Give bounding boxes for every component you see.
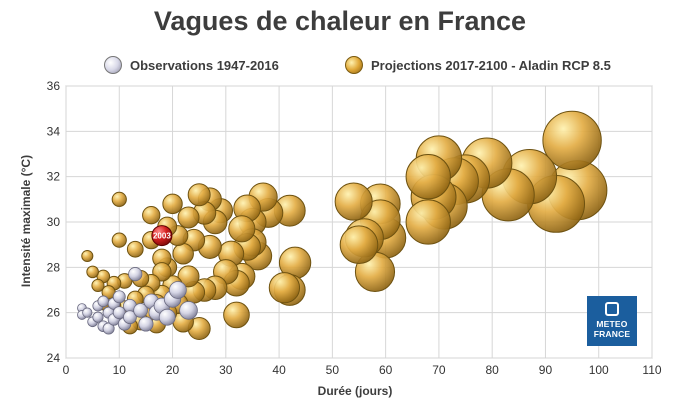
projection-bubble	[228, 215, 256, 243]
observation-bubble	[112, 290, 126, 304]
observation-bubble	[158, 308, 176, 326]
legend-label-projections: Projections 2017-2100 - Aladin RCP 8.5	[371, 57, 611, 73]
y-tick-label: 36	[47, 79, 61, 93]
projection-bubble	[542, 110, 602, 171]
y-tick-label: 30	[47, 215, 61, 229]
chart-title: Vagues de chaleur en France	[153, 6, 527, 36]
logo-mark-icon	[605, 302, 619, 316]
observation-bubble	[128, 267, 143, 282]
meteo-france-logo: METEO FRANCE	[587, 296, 637, 346]
y-tick-label: 28	[47, 260, 61, 274]
observation-bubble	[133, 303, 148, 318]
projection-bubble	[111, 232, 127, 248]
x-tick-label: 40	[272, 363, 286, 377]
x-tick-label: 30	[219, 363, 233, 377]
legend-item-projections: Projections 2017-2100 - Aladin RCP 8.5	[345, 54, 611, 76]
x-tick-label: 90	[539, 363, 553, 377]
x-tick-label: 80	[486, 363, 500, 377]
projection-bubble	[126, 240, 144, 258]
projection-bubble	[405, 199, 451, 245]
y-tick-label: 26	[47, 306, 61, 320]
projection-bubble	[111, 191, 127, 207]
series-observations	[77, 267, 198, 335]
legend-swatch-observations	[104, 56, 122, 74]
observation-bubble	[97, 295, 110, 308]
projection-bubble	[223, 301, 250, 329]
axes: 24 26 28 30 32 34 36 0 10 20 30 40 50 60 70 80 90 100 110	[47, 79, 662, 377]
x-tick-label: 60	[379, 363, 393, 377]
x-tick-label: 100	[589, 363, 609, 377]
observation-bubble	[123, 310, 137, 325]
observation-bubble	[138, 316, 154, 332]
legend-label-observations: Observations 1947-2016	[130, 57, 279, 73]
x-tick-label: 50	[326, 363, 340, 377]
y-tick-label: 32	[47, 170, 61, 184]
projection-bubble	[81, 249, 94, 263]
logo-line-2: FRANCE	[593, 329, 631, 339]
y-tick-label: 24	[47, 351, 61, 365]
projection-bubble	[162, 193, 183, 215]
observation-bubble	[169, 281, 187, 299]
annotations: 2003	[151, 225, 173, 247]
projection-bubble	[405, 153, 451, 200]
projection-bubble	[339, 225, 379, 264]
projection-bubble	[86, 265, 99, 279]
legend-swatch-projections	[345, 56, 363, 74]
projection-bubble	[177, 206, 200, 229]
projection-bubble	[172, 243, 194, 265]
projection-bubble	[268, 272, 301, 304]
x-tick-label: 110	[642, 363, 661, 377]
observation-bubble	[92, 311, 104, 323]
x-tick-label: 70	[432, 363, 446, 377]
projection-bubble	[91, 278, 105, 293]
observation-bubble	[82, 307, 93, 318]
observation-bubble	[102, 322, 115, 335]
x-tick-label: 20	[166, 363, 180, 377]
observation-bubble	[179, 301, 198, 320]
highlight-bubble-2003	[151, 225, 173, 247]
x-axis-label: Durée (jours)	[317, 384, 393, 398]
projection-bubble	[142, 206, 161, 225]
logo-line-1: METEO	[596, 319, 628, 329]
projection-bubble	[334, 182, 373, 221]
y-tick-label: 34	[47, 124, 61, 138]
legend-item-observations: Observations 1947-2016	[104, 54, 279, 76]
projection-bubble	[177, 265, 200, 288]
x-tick-label: 10	[113, 363, 127, 377]
annotation-label: 2003	[153, 232, 171, 241]
x-tick-label: 0	[63, 363, 70, 377]
projection-bubble	[187, 183, 211, 207]
